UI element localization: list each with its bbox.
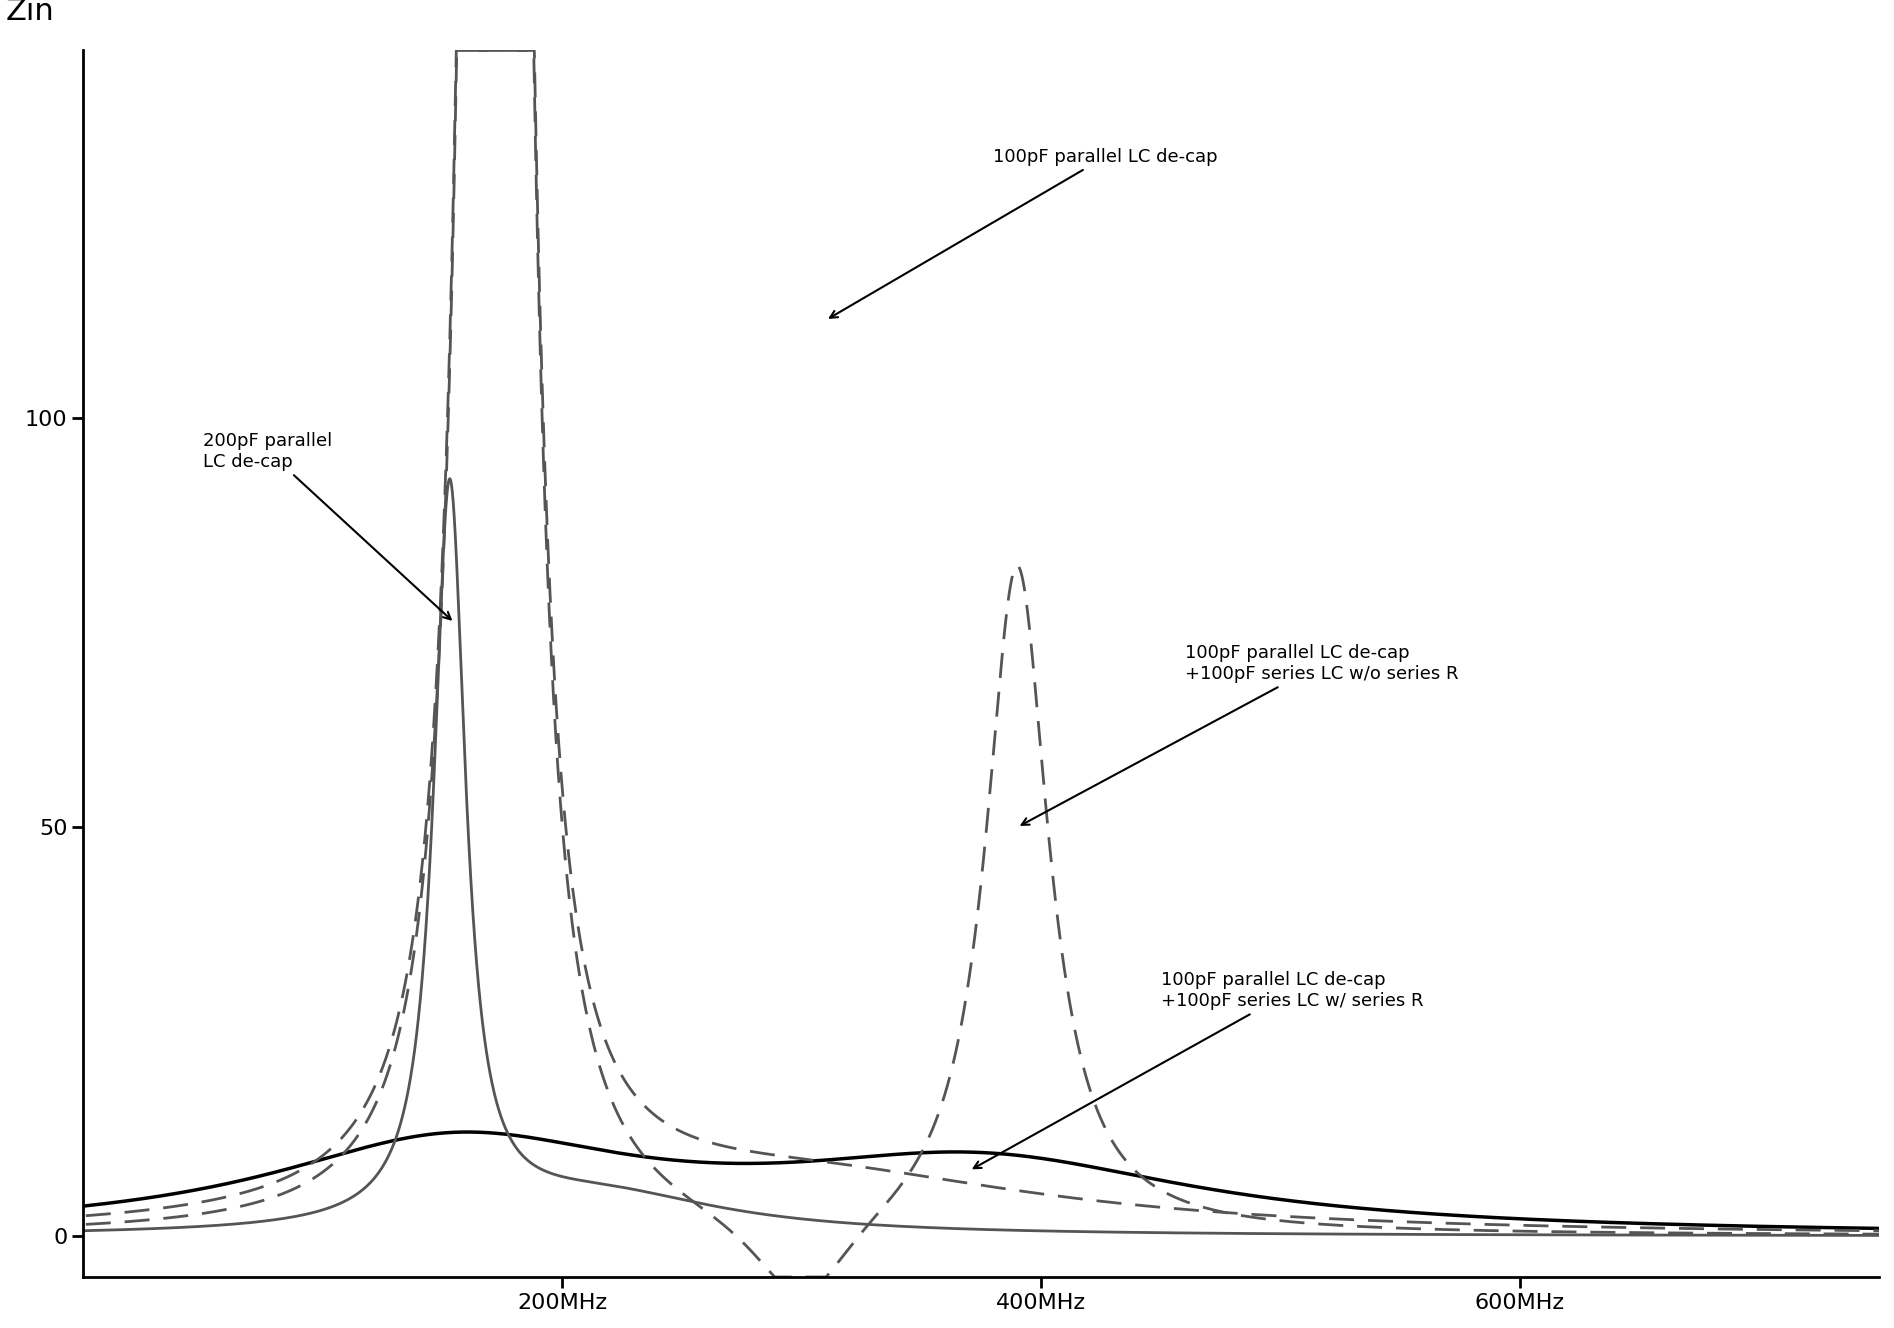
Text: 100pF parallel LC de-cap: 100pF parallel LC de-cap bbox=[830, 147, 1218, 317]
Y-axis label: Zin: Zin bbox=[6, 0, 53, 27]
Text: 200pF parallel
LC de-cap: 200pF parallel LC de-cap bbox=[203, 432, 451, 619]
Text: 100pF parallel LC de-cap
+100pF series LC w/o series R: 100pF parallel LC de-cap +100pF series L… bbox=[1021, 644, 1458, 825]
Text: 100pF parallel LC de-cap
+100pF series LC w/ series R: 100pF parallel LC de-cap +100pF series L… bbox=[974, 971, 1422, 1169]
